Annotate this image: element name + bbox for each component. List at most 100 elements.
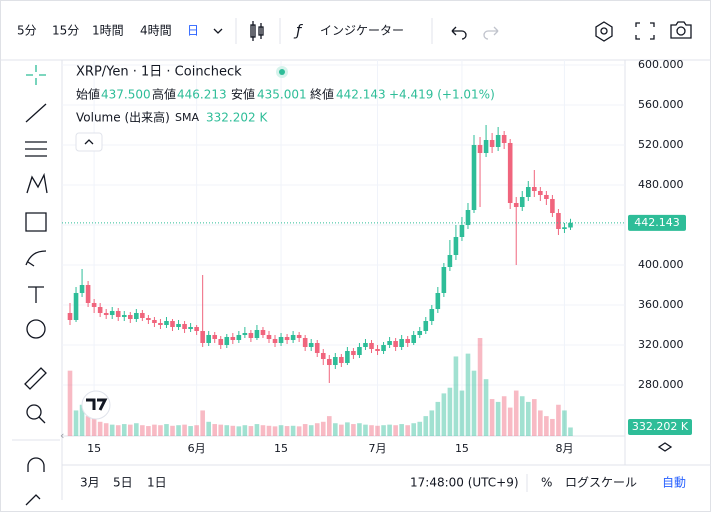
volume-bar <box>140 425 145 436</box>
zoom-icon[interactable] <box>26 404 42 420</box>
y-tick-label: 320.000 <box>638 338 684 351</box>
percent-button[interactable]: % <box>541 476 552 490</box>
volume-bar <box>333 423 338 436</box>
candle-body <box>387 341 392 345</box>
fullscreen-icon[interactable] <box>635 22 655 40</box>
candle-body <box>393 341 398 347</box>
lock-icon[interactable] <box>25 494 41 506</box>
axis-settings-icon[interactable] <box>657 442 673 452</box>
interval[interactable]: 1時間 <box>92 24 124 38</box>
range-button[interactable]: 1日 <box>147 476 167 490</box>
zoom-handle <box>38 416 46 424</box>
y-tick-label: 560.000 <box>638 98 684 111</box>
interval-active[interactable]: 日 <box>187 24 199 38</box>
y-tick-label: 600.000 <box>638 58 684 71</box>
candle-body <box>357 347 362 355</box>
drawing-tools <box>24 65 48 506</box>
settings-icon[interactable] <box>595 21 613 42</box>
symbol-title: XRP/Yen · 1日 · Coincheck <box>76 65 242 80</box>
camera-icon[interactable] <box>670 21 692 39</box>
candle-body <box>103 313 109 315</box>
candle-body <box>278 337 284 343</box>
volume-bar <box>556 404 561 436</box>
ohlc-value: 442.143 <box>336 88 386 102</box>
candle-body <box>333 357 338 365</box>
volume-bar <box>109 424 115 436</box>
magnet-icon[interactable] <box>27 457 45 472</box>
volume-bar <box>429 410 435 436</box>
candle-body <box>483 140 489 153</box>
forecast-icon[interactable] <box>25 212 47 232</box>
fib-icon[interactable] <box>25 141 47 157</box>
volume-bar <box>152 424 157 436</box>
candle-body <box>351 351 356 355</box>
volume-bar <box>182 424 187 436</box>
pattern-icon[interactable] <box>26 172 48 194</box>
volume-bar <box>544 416 549 436</box>
candle-body <box>91 303 97 307</box>
ohlc-label: 終値 <box>310 87 334 102</box>
candle-body <box>134 313 139 319</box>
volume-bar <box>483 379 489 436</box>
range-button[interactable]: 5日 <box>113 476 133 490</box>
settings-icon-center <box>600 27 608 35</box>
volume-bar <box>266 425 272 436</box>
chart-type-icon[interactable] <box>250 21 264 41</box>
x-tick-label: 15 <box>274 442 288 455</box>
interval[interactable]: 5分 <box>17 24 37 38</box>
volume-bar <box>525 401 531 436</box>
volume-bar <box>278 425 284 436</box>
volume-bar <box>134 423 139 436</box>
collapse-arrow[interactable]: ‹ <box>60 429 64 442</box>
candle-body <box>441 267 447 293</box>
candle-body <box>314 343 320 353</box>
candle-body <box>465 210 471 225</box>
range-button[interactable]: 3月 <box>80 476 100 490</box>
volume-bar <box>465 353 471 436</box>
undo-icon[interactable] <box>451 26 467 40</box>
candle-body <box>290 335 296 340</box>
candle-body <box>489 140 495 147</box>
volume-bar <box>471 370 477 436</box>
volume-bar <box>128 424 133 436</box>
candle-body <box>260 330 266 335</box>
x-tick-label: 6月 <box>188 442 206 455</box>
candle-body <box>218 339 224 345</box>
volume-bar <box>532 399 537 436</box>
candle-body <box>375 349 380 351</box>
volume-bar <box>357 423 362 436</box>
candle-body <box>513 203 519 207</box>
candle-body <box>248 333 254 338</box>
collapse-button[interactable] <box>75 132 103 152</box>
camera-lens <box>676 26 686 36</box>
auto-button[interactable]: 自動 <box>662 476 686 490</box>
crosshair-icon[interactable] <box>26 65 46 85</box>
brush-icon[interactable] <box>25 250 47 267</box>
volume-label-box <box>628 419 692 435</box>
interval[interactable]: 15分 <box>52 24 79 38</box>
volume-bar <box>423 416 429 436</box>
candle-body <box>296 335 302 338</box>
volume-bar <box>146 426 151 436</box>
volume-bar <box>411 423 417 436</box>
fx-icon[interactable]: ƒ <box>293 22 303 40</box>
volume-bar <box>158 425 163 436</box>
ruler-icon[interactable] <box>24 367 47 390</box>
candle-body <box>562 227 567 229</box>
volume-bar <box>435 401 441 436</box>
indicators-button[interactable]: インジケーター <box>320 24 404 38</box>
volume-bar <box>568 427 573 436</box>
emoji-icon[interactable] <box>26 319 46 339</box>
text-icon[interactable] <box>28 286 44 303</box>
log-button[interactable]: ログスケール <box>565 476 637 490</box>
y-tick-label: 520.000 <box>638 138 684 151</box>
candle-body <box>200 331 205 343</box>
interval[interactable]: 4時間 <box>140 24 172 38</box>
volume-bar <box>387 424 392 436</box>
trendline-icon[interactable] <box>25 103 47 123</box>
volume-bar <box>212 424 218 436</box>
logo <box>81 390 111 420</box>
redo-icon[interactable] <box>483 26 499 40</box>
volume-bar <box>453 356 459 436</box>
dropdown-icon[interactable] <box>213 28 223 34</box>
